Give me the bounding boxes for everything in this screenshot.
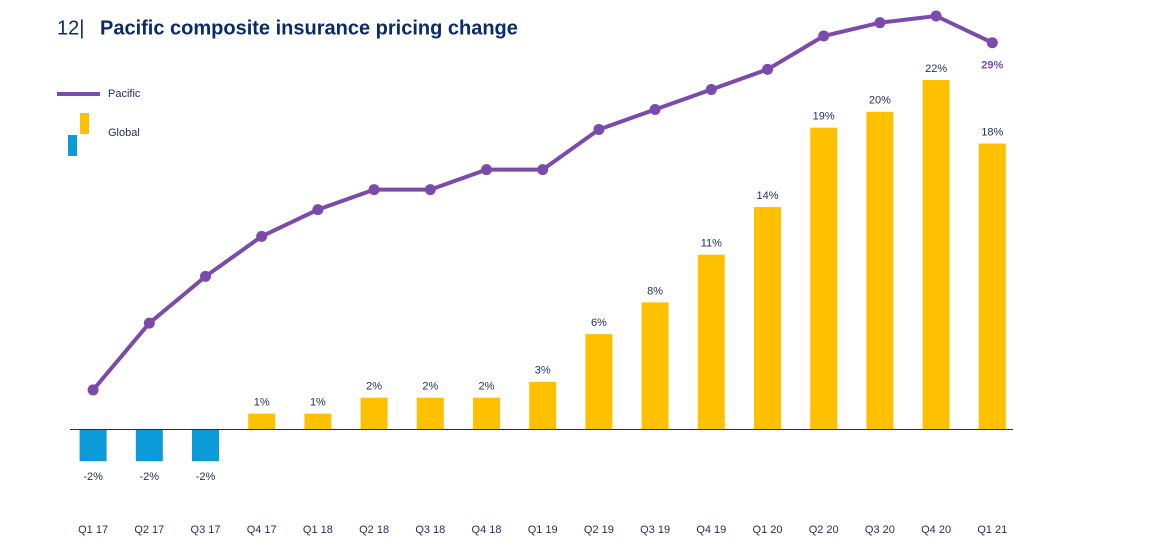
bar — [248, 413, 276, 430]
line-point — [143, 317, 155, 329]
data-label: 22% — [925, 63, 947, 75]
line-point — [874, 17, 886, 29]
data-label: 2% — [366, 381, 382, 393]
line-point — [649, 103, 661, 115]
bar — [585, 334, 613, 430]
x-tick-label: Q4 18 — [472, 524, 502, 536]
page-number: 12| — [57, 17, 84, 39]
x-tick-label: Q4 20 — [921, 524, 951, 536]
line-point — [762, 63, 773, 75]
x-tick-label: Q1 17 — [78, 524, 108, 536]
line-point — [705, 83, 717, 95]
data-label: 11% — [701, 238, 722, 250]
x-tick-label: Q1 20 — [753, 524, 783, 536]
bar — [473, 397, 500, 430]
data-label: 2% — [479, 381, 495, 393]
bar — [866, 111, 894, 430]
bar — [529, 381, 557, 430]
line-point — [481, 164, 492, 176]
bar — [754, 207, 781, 430]
data-label: 20% — [869, 95, 891, 107]
bar — [978, 143, 1006, 430]
line-point — [593, 124, 605, 136]
data-label: 19% — [813, 111, 835, 123]
data-label: 29% — [981, 60, 1003, 72]
x-tick-label: Q2 18 — [359, 524, 389, 536]
x-tick-label: Q3 18 — [415, 524, 445, 536]
bar — [697, 254, 725, 430]
line-point — [200, 270, 211, 282]
x-tick-label: Q2 20 — [809, 524, 839, 536]
x-tick-label: Q3 20 — [865, 524, 895, 536]
bar — [79, 429, 107, 462]
line-point — [818, 30, 830, 42]
legend-bar-swatch — [80, 113, 89, 134]
x-tick-label: Q3 19 — [640, 524, 670, 536]
data-label: -2% — [196, 471, 216, 483]
x-tick-label: Q4 17 — [247, 524, 277, 536]
line-point — [368, 184, 380, 196]
data-label: 18% — [981, 126, 1003, 138]
line-point — [986, 37, 998, 49]
legend-label: Global — [108, 127, 140, 139]
chart-title: Pacific composite insurance pricing chan… — [100, 17, 518, 39]
data-label: 14% — [756, 190, 778, 202]
bar — [135, 429, 163, 462]
data-label: 1% — [254, 396, 270, 408]
line-point — [87, 384, 99, 396]
data-label: 3% — [535, 365, 551, 377]
x-tick-label: Q1 18 — [303, 524, 333, 536]
x-tick-label: Q2 19 — [584, 524, 614, 536]
line-point — [312, 204, 324, 216]
bar — [641, 302, 669, 430]
bar — [360, 397, 388, 430]
bar — [192, 429, 219, 462]
bar — [922, 80, 950, 430]
data-label: 6% — [591, 317, 607, 329]
bar — [810, 127, 838, 430]
line-point — [424, 184, 436, 196]
line-point — [256, 230, 268, 242]
x-tick-label: Q1 19 — [528, 524, 558, 536]
data-label: -2% — [140, 471, 160, 483]
x-tick-label: Q1 21 — [977, 524, 1007, 536]
line — [91, 13, 994, 392]
line-point — [930, 10, 942, 22]
data-label: 8% — [647, 285, 663, 297]
legend-bar-swatch — [68, 135, 77, 156]
bar — [416, 397, 444, 430]
line-point — [537, 164, 549, 176]
legend-label: Pacific — [108, 88, 141, 100]
bar — [304, 413, 332, 430]
x-tick-label: Q4 19 — [696, 524, 726, 536]
data-label: 1% — [310, 396, 326, 408]
data-label: 2% — [422, 381, 438, 393]
x-tick-label: Q2 17 — [134, 524, 164, 536]
x-tick-label: Q3 17 — [191, 524, 221, 536]
data-label: -2% — [83, 471, 103, 483]
